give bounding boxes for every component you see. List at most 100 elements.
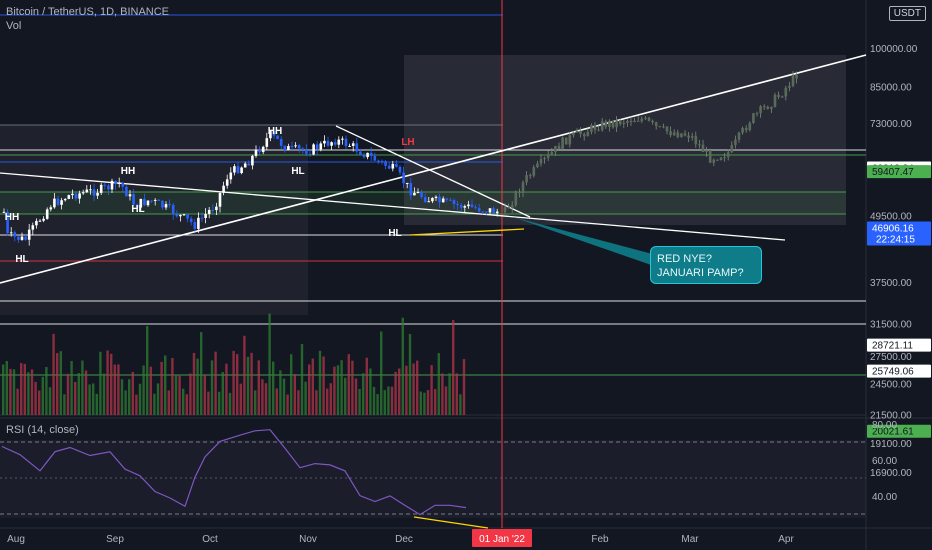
volume-bar [358, 388, 361, 415]
symbol-title: Bitcoin / TetherUS, 1D, BINANCE [6, 6, 170, 18]
price-tag [867, 165, 931, 179]
volume-bar [218, 391, 221, 415]
candle-body [67, 195, 71, 199]
volume-bar [297, 390, 300, 415]
candle-body [125, 186, 128, 197]
projection-candle-body [597, 129, 600, 131]
volume-bar [315, 390, 318, 415]
candle-body [312, 144, 315, 155]
trendline-rising [0, 54, 867, 284]
candle-body [121, 182, 125, 187]
volume-bar [142, 365, 145, 415]
projection-candle-body [518, 192, 521, 194]
candle-body [251, 155, 254, 166]
candle-body [369, 152, 373, 156]
candle-body [477, 208, 481, 212]
time-tick-label: Apr [778, 534, 794, 545]
annotation-hl: HL [291, 166, 304, 177]
candle-body [290, 146, 294, 148]
price-tick-label: 85000.00 [870, 83, 912, 94]
projection-candle-body [633, 120, 636, 123]
volume-bar [398, 368, 401, 415]
volume-bar [452, 320, 455, 415]
price-tick-label: 27500.00 [870, 352, 912, 363]
candle-body [391, 163, 395, 169]
candle-body [27, 229, 31, 240]
projection-candle-body [640, 118, 644, 122]
projection-candle-body [539, 159, 543, 164]
volume-bar [322, 356, 325, 415]
candle-body [35, 220, 38, 226]
price-tick-label: 16900.00 [870, 468, 912, 479]
volume-bar [419, 391, 422, 415]
range-box-left [0, 125, 308, 315]
candle-body [128, 194, 132, 197]
candle-body [17, 236, 20, 240]
volume-bar [275, 388, 278, 415]
projection-candle-body [618, 120, 622, 125]
projection-candle-body [665, 126, 669, 132]
candle-body [481, 211, 485, 213]
volume-bar [437, 353, 440, 415]
projection-candle-body [503, 207, 507, 212]
candle-body [78, 193, 81, 199]
projection-candle-body [712, 159, 716, 163]
volume-bar [77, 373, 80, 415]
candle-body [24, 236, 27, 240]
projection-candle-body [600, 121, 604, 131]
candle-body [99, 184, 103, 193]
volume-bar [304, 381, 307, 415]
candle-body [49, 207, 53, 210]
candle-body [452, 200, 456, 204]
candle-body [157, 199, 161, 201]
volume-bar [459, 394, 462, 415]
currency-badge[interactable]: USDT [888, 6, 926, 21]
volume-bar [455, 373, 458, 415]
candle-body [233, 166, 236, 173]
volume-bar [135, 394, 138, 415]
volume-bar [70, 360, 73, 415]
volume-bar [171, 357, 174, 415]
projection-candle-body [770, 106, 773, 109]
volume-bar [408, 333, 412, 415]
projection-candle-body [626, 120, 629, 123]
annotation-callout[interactable]: RED NYE? JANUARI PAMP? [650, 246, 762, 284]
projection-candle-body [651, 120, 654, 123]
volume-bar [74, 381, 77, 415]
projection-candle-body [780, 96, 784, 98]
volume-bar [185, 394, 188, 415]
projection-candle-body [532, 167, 536, 176]
volume-bar [63, 394, 66, 415]
volume-bar [412, 363, 415, 415]
projection-candle-body [734, 139, 737, 146]
volume-bar [189, 373, 192, 415]
candle-body [373, 155, 377, 161]
projection-candle-body [528, 175, 532, 177]
price-tick-label: 19100.00 [870, 439, 912, 450]
projection-candle-body [680, 133, 683, 138]
candle-body [495, 211, 499, 214]
projection-candle-body [719, 157, 723, 160]
candle-body [272, 131, 276, 136]
price-tick-label: 21500.00 [870, 411, 912, 422]
volume-bar [120, 379, 124, 415]
volume-bar [56, 353, 59, 415]
candle-body [359, 151, 362, 155]
candle-body [182, 214, 186, 216]
rsi-tick-label: 40.00 [872, 492, 897, 503]
volume-bar [117, 364, 120, 415]
volume-bar [153, 393, 156, 415]
candle-body [395, 163, 398, 167]
candle-body [387, 165, 391, 169]
volume-bar [290, 354, 293, 415]
candle-body [85, 189, 89, 193]
candle-body [420, 192, 423, 198]
candle-body [107, 185, 110, 190]
projection-candle-body [730, 145, 734, 153]
annotation-hl: HL [388, 228, 401, 239]
volume-bar [200, 332, 203, 415]
projection-candle-body [701, 144, 705, 153]
candle-body [276, 135, 279, 140]
volume-bar [462, 359, 466, 415]
